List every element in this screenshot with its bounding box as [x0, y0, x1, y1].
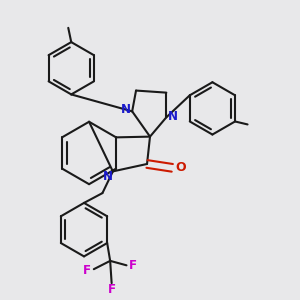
Text: N: N — [121, 103, 130, 116]
Text: N: N — [103, 170, 112, 183]
Text: N: N — [168, 110, 178, 123]
Text: F: F — [83, 264, 91, 277]
Text: O: O — [175, 161, 186, 174]
Text: F: F — [108, 283, 116, 296]
Text: F: F — [129, 259, 137, 272]
